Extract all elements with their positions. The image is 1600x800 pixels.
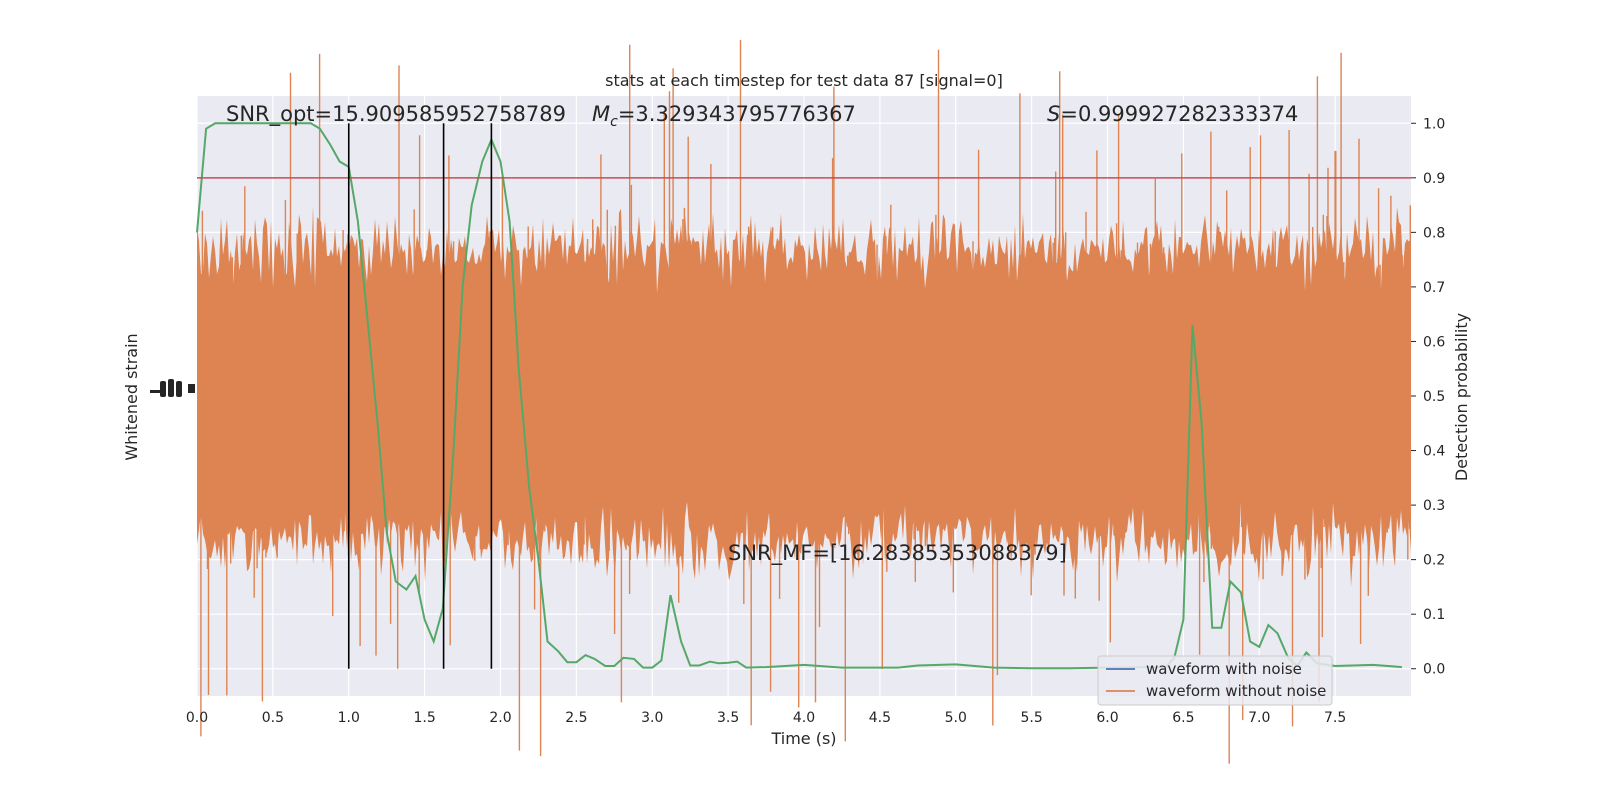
x-tick-label: 7.0	[1248, 710, 1270, 726]
y-tick-label: 1.0	[1423, 116, 1445, 132]
y-tick-label: 0.3	[1423, 498, 1445, 514]
x-tick-label: 5.0	[945, 710, 967, 726]
x-tick-label: 6.5	[1172, 710, 1194, 726]
x-tick-label: 1.5	[413, 710, 435, 726]
x-tick-label: 5.5	[1020, 710, 1042, 726]
x-tick-label: 3.5	[717, 710, 739, 726]
vertical-markers	[347, 123, 493, 669]
legend-box	[1097, 655, 1333, 706]
s-value: =0.999927282333374	[1060, 102, 1298, 126]
x-tick-label: 4.5	[869, 710, 891, 726]
x-tick-label: 2.5	[565, 710, 587, 726]
y-tick-label: 0.0	[1423, 662, 1445, 678]
x-tick-label: 6.0	[1096, 710, 1118, 726]
y-tick-label: 0.5	[1423, 389, 1445, 405]
left-tick-blob	[168, 379, 174, 397]
x-tick-label: 0.5	[262, 710, 284, 726]
y-tick-label: 0.2	[1423, 553, 1445, 569]
y-tick-label: 0.1	[1423, 607, 1445, 623]
y-axis-label-left: Whitened strain	[122, 333, 141, 460]
s-symbol: S	[1047, 102, 1060, 126]
legend-label-without-noise: waveform without noise	[1146, 682, 1326, 700]
probability-series	[196, 122, 1402, 670]
legend-label-with-noise: waveform with noise	[1146, 660, 1302, 678]
left-tick-blob	[150, 390, 164, 393]
y-tick-label: 0.7	[1423, 280, 1445, 296]
y-tick-label: 0.6	[1423, 334, 1445, 350]
x-tick-label: 0.0	[186, 710, 208, 726]
chirp-mass-subscript: c	[610, 114, 618, 130]
x-tick-label: 1.0	[338, 710, 360, 726]
waveform-noise	[197, 40, 1412, 764]
left-tick-blob	[176, 381, 182, 397]
left-axis-ticks	[150, 379, 195, 397]
chart-title: stats at each timestep for test data 87 …	[605, 71, 1003, 90]
chirp-mass-value: =3.329343795776367	[618, 102, 856, 126]
x-tick-label: 3.0	[641, 710, 663, 726]
chirp-mass-annotation: Mc=3.329343795776367	[592, 102, 856, 130]
x-tick-label: 7.5	[1324, 710, 1346, 726]
y-tick-label: 0.9	[1423, 171, 1445, 187]
x-tick-label: 4.0	[793, 710, 815, 726]
y-tick-label: 0.4	[1423, 444, 1445, 460]
y-tick-label: 0.8	[1423, 225, 1445, 241]
s-annotation: S=0.999927282333374	[1047, 102, 1298, 126]
probability-line	[196, 122, 1402, 670]
left-tick-blob	[188, 384, 195, 393]
y-tick-labels: 0.0 0.1 0.2 0.3 0.4 0.5 0.6 0.7 0.8 0.9 1.0	[1411, 116, 1445, 678]
x-tick-labels: 0.0 0.5 1.0 1.5 2.0 2.5 3.0 3.5 4.0 4.5 5.0 5.5 6.0 6…	[186, 710, 1346, 726]
chirp-mass-symbol: M	[592, 102, 610, 126]
snr-opt-annotation: SNR_opt=15.909585952758789	[226, 102, 566, 127]
left-tick-blob	[160, 381, 166, 397]
snr-mf-annotation: SNR_MF=[16.28385353088379]	[728, 541, 1067, 566]
y-axis-label-right: Detection probability	[1452, 313, 1471, 481]
x-tick-label: 2.0	[489, 710, 511, 726]
x-axis-label: Time (s)	[770, 729, 836, 748]
legend: waveform with noise waveform without noi…	[1097, 655, 1333, 706]
noise-band	[197, 205, 1411, 588]
